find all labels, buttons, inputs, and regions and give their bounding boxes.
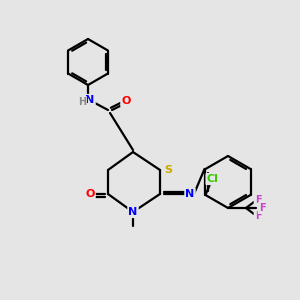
Text: N: N (85, 95, 94, 105)
Text: N: N (128, 207, 138, 217)
Text: O: O (121, 96, 131, 106)
Text: F: F (255, 211, 261, 221)
Text: H: H (78, 97, 86, 107)
Text: O: O (85, 189, 95, 199)
Text: S: S (164, 165, 172, 175)
Text: N: N (185, 189, 195, 199)
Text: F: F (255, 195, 261, 205)
Text: Cl: Cl (206, 174, 218, 184)
Text: F: F (259, 203, 265, 213)
